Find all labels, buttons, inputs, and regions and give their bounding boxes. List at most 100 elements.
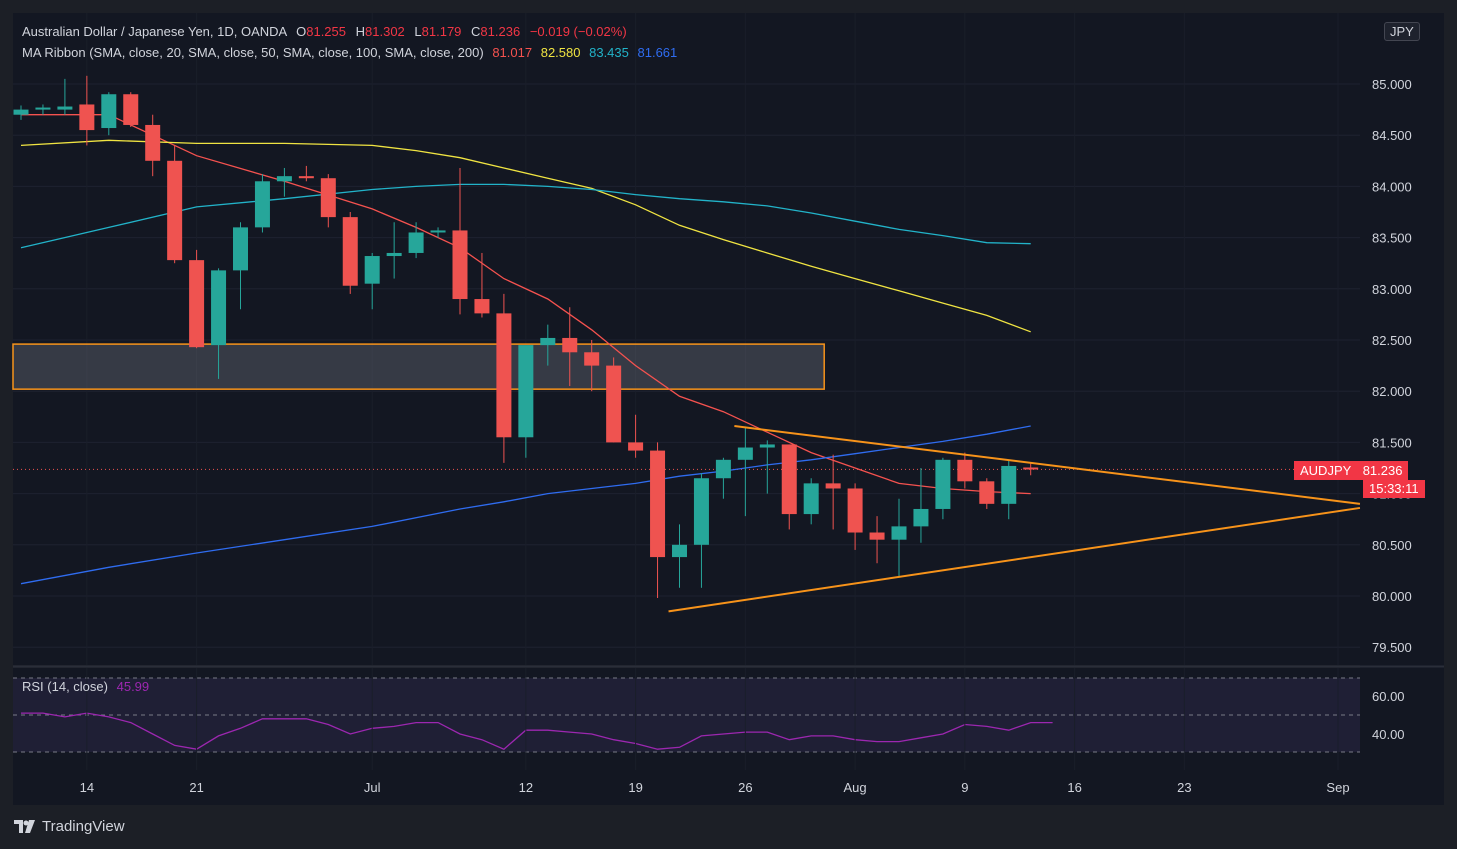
candle-body <box>145 124 161 161</box>
trendline-upper <box>734 425 1361 505</box>
price-tick-label: 82.500 <box>1372 333 1412 348</box>
candle <box>123 92 139 128</box>
candle-body <box>35 107 51 110</box>
time-tick-label: Jul <box>364 780 381 795</box>
time-tick-label: 19 <box>628 780 642 795</box>
candle <box>847 483 863 550</box>
candle <box>935 457 951 520</box>
footer-brand[interactable]: TradingView <box>14 818 125 835</box>
candle <box>452 167 468 315</box>
candle-body <box>430 230 446 233</box>
candle-body <box>474 299 490 314</box>
candle-body <box>715 459 731 479</box>
candle-body <box>781 444 797 515</box>
candle-body <box>562 337 578 353</box>
rsi-legend: RSI (14, close) 45.99 <box>22 679 149 694</box>
candle-body <box>693 478 709 545</box>
ohlc-high: 81.302 <box>365 24 405 39</box>
candle-body <box>13 109 29 115</box>
candle-body <box>101 94 117 129</box>
candle <box>803 478 819 525</box>
price-tick-label: 81.500 <box>1372 435 1412 450</box>
price-tick-label: 82.000 <box>1372 384 1412 399</box>
candle <box>474 252 490 318</box>
candle-body <box>606 365 622 443</box>
price-badge: AUDJPY 81.236 <box>1294 461 1409 480</box>
ma100-line <box>20 183 1031 249</box>
candle-body <box>957 459 973 482</box>
candle-body <box>1001 465 1017 504</box>
price-tick-label: 80.500 <box>1372 538 1412 553</box>
rsi-label: RSI (14, close) <box>22 679 108 694</box>
candle <box>628 414 644 458</box>
candle <box>715 457 731 499</box>
candle-body <box>211 270 227 346</box>
candle-body <box>913 508 929 527</box>
rsi-value: 45.99 <box>116 679 150 694</box>
candle-body <box>540 337 556 346</box>
candle-body <box>342 217 358 286</box>
candle <box>562 307 578 387</box>
candle <box>276 167 292 197</box>
candle-body <box>276 176 292 182</box>
candle-body <box>628 442 644 451</box>
rsi-line <box>21 712 1053 750</box>
candle <box>672 524 687 588</box>
price-tick-label: 79.500 <box>1372 640 1412 655</box>
ohlc-open: 81.255 <box>306 24 346 39</box>
rsi-tick-label: 40.00 <box>1372 727 1405 742</box>
ma20-line <box>21 114 1031 495</box>
rsi-pane[interactable] <box>13 668 1360 770</box>
candle <box>979 478 995 509</box>
candle-body <box>496 313 512 438</box>
ohlc-high-label: H <box>355 24 366 39</box>
candle <box>386 222 402 279</box>
candle <box>101 92 117 136</box>
time-tick-label: 23 <box>1177 780 1191 795</box>
candle-body <box>584 352 600 366</box>
price-tick-label: 84.500 <box>1372 128 1412 143</box>
candle <box>650 442 666 599</box>
candle-body <box>233 227 248 271</box>
candle-body <box>803 483 819 515</box>
time-tick-label: 14 <box>80 780 94 795</box>
time-tick-label: 26 <box>738 780 752 795</box>
candle-body <box>386 252 402 257</box>
candle-body <box>189 260 205 348</box>
candle <box>211 268 227 379</box>
ohlc-open-label: O <box>296 24 307 39</box>
candle <box>957 452 973 489</box>
time-tick-label: Aug <box>844 780 867 795</box>
candle-body <box>79 104 95 131</box>
price-axis[interactable] <box>1360 13 1444 770</box>
candle <box>13 105 29 120</box>
currency-button[interactable]: JPY <box>1384 22 1420 41</box>
time-tick-label: 21 <box>189 780 203 795</box>
ma-ribbon-legend: MA Ribbon (SMA, close, 20, SMA, close, 5… <box>22 45 677 60</box>
candle-body <box>672 544 687 558</box>
candle-body <box>518 345 534 438</box>
candle <box>825 454 841 530</box>
candle-body <box>650 450 666 558</box>
candle <box>584 340 600 392</box>
time-tick-label: 12 <box>519 780 533 795</box>
candle <box>145 114 161 177</box>
candle-body <box>57 106 73 110</box>
candle <box>167 145 183 264</box>
price-tick-label: 85.000 <box>1372 77 1412 92</box>
candle <box>913 468 929 543</box>
candle <box>606 357 622 443</box>
candle <box>693 473 709 588</box>
ma200-value: 81.661 <box>637 45 678 60</box>
ohlc-change: −0.019 (−0.02%) <box>529 24 627 39</box>
symbol-legend: Australian Dollar / Japanese Yen, 1D, OA… <box>22 24 627 39</box>
time-axis[interactable] <box>13 770 1444 805</box>
price-tick-label: 84.000 <box>1372 179 1412 194</box>
badge-countdown: 15:33:11 <box>1369 481 1419 496</box>
candle <box>781 444 797 530</box>
time-tick-label: 16 <box>1067 780 1081 795</box>
tradingview-brand: TradingView <box>42 818 125 835</box>
candle <box>57 78 73 115</box>
resistance-zone <box>12 343 825 390</box>
